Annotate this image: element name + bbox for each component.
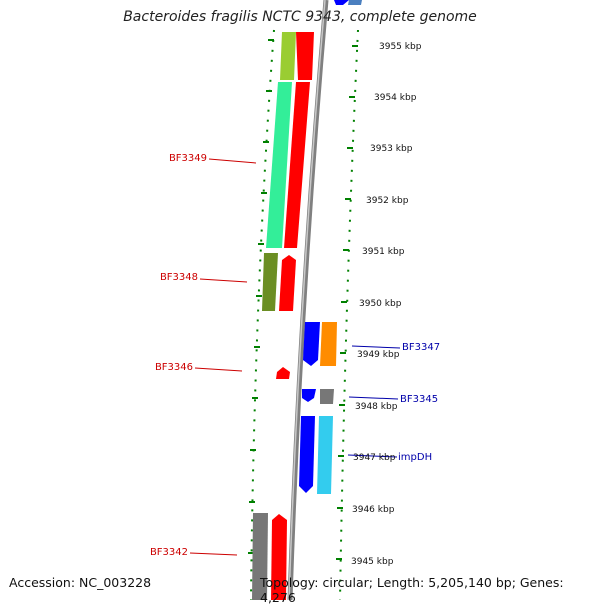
gene-feature xyxy=(266,82,292,248)
gene-feature xyxy=(334,0,349,5)
scale-label: 3945 kbp xyxy=(351,557,394,567)
gene-feature xyxy=(280,32,296,80)
gene-label: BF3342 xyxy=(150,547,188,558)
gene-label: BF3346 xyxy=(155,362,193,373)
gene-feature xyxy=(302,389,316,402)
scale-label: 3955 kbp xyxy=(379,42,422,52)
gene-feature xyxy=(348,0,362,5)
gene-feature xyxy=(320,389,334,404)
gene-feature xyxy=(262,253,278,311)
right-label-leaders xyxy=(347,345,401,458)
gene-feature xyxy=(317,416,333,494)
genome-backbone-highlight xyxy=(288,0,326,600)
scale-label: 3950 kbp xyxy=(359,299,402,309)
gene-feature xyxy=(303,322,320,366)
scale-label: 3952 kbp xyxy=(366,196,409,206)
gene-feature xyxy=(276,367,290,379)
gene-feature xyxy=(320,322,337,366)
gene-feature xyxy=(284,82,310,248)
genome-backbone xyxy=(287,0,329,600)
scale-label: 3947 kbp xyxy=(353,453,396,463)
accession-text: Accession: NC_003228 xyxy=(9,575,152,590)
gene-label: BF3349 xyxy=(169,153,207,164)
gene-feature xyxy=(299,416,315,493)
gene-label: BF3345 xyxy=(400,394,438,405)
gene-features-left xyxy=(252,32,314,600)
scale-label: 3954 kbp xyxy=(374,93,417,103)
scale-label: 3948 kbp xyxy=(355,402,398,412)
gene-label: BF3347 xyxy=(402,342,440,353)
scale-label: 3949 kbp xyxy=(357,350,400,360)
gene-feature xyxy=(279,255,296,311)
gene-label: impDH xyxy=(398,452,432,463)
gene-feature xyxy=(252,513,268,600)
topology-text: Topology: circular; Length: 5,205,140 bp… xyxy=(260,575,564,605)
gene-feature xyxy=(296,32,314,80)
gene-label: BF3348 xyxy=(160,272,198,283)
major-ticks xyxy=(248,39,358,560)
scale-label: 3946 kbp xyxy=(352,505,395,515)
scale-label: 3951 kbp xyxy=(362,247,405,257)
gene-feature xyxy=(271,514,287,600)
map-title: Bacteroides fragilis NCTC 9343, complete… xyxy=(123,9,477,25)
scale-label: 3953 kbp xyxy=(370,144,413,154)
left-label-leaders xyxy=(189,158,257,556)
gene-features-right xyxy=(299,0,362,494)
